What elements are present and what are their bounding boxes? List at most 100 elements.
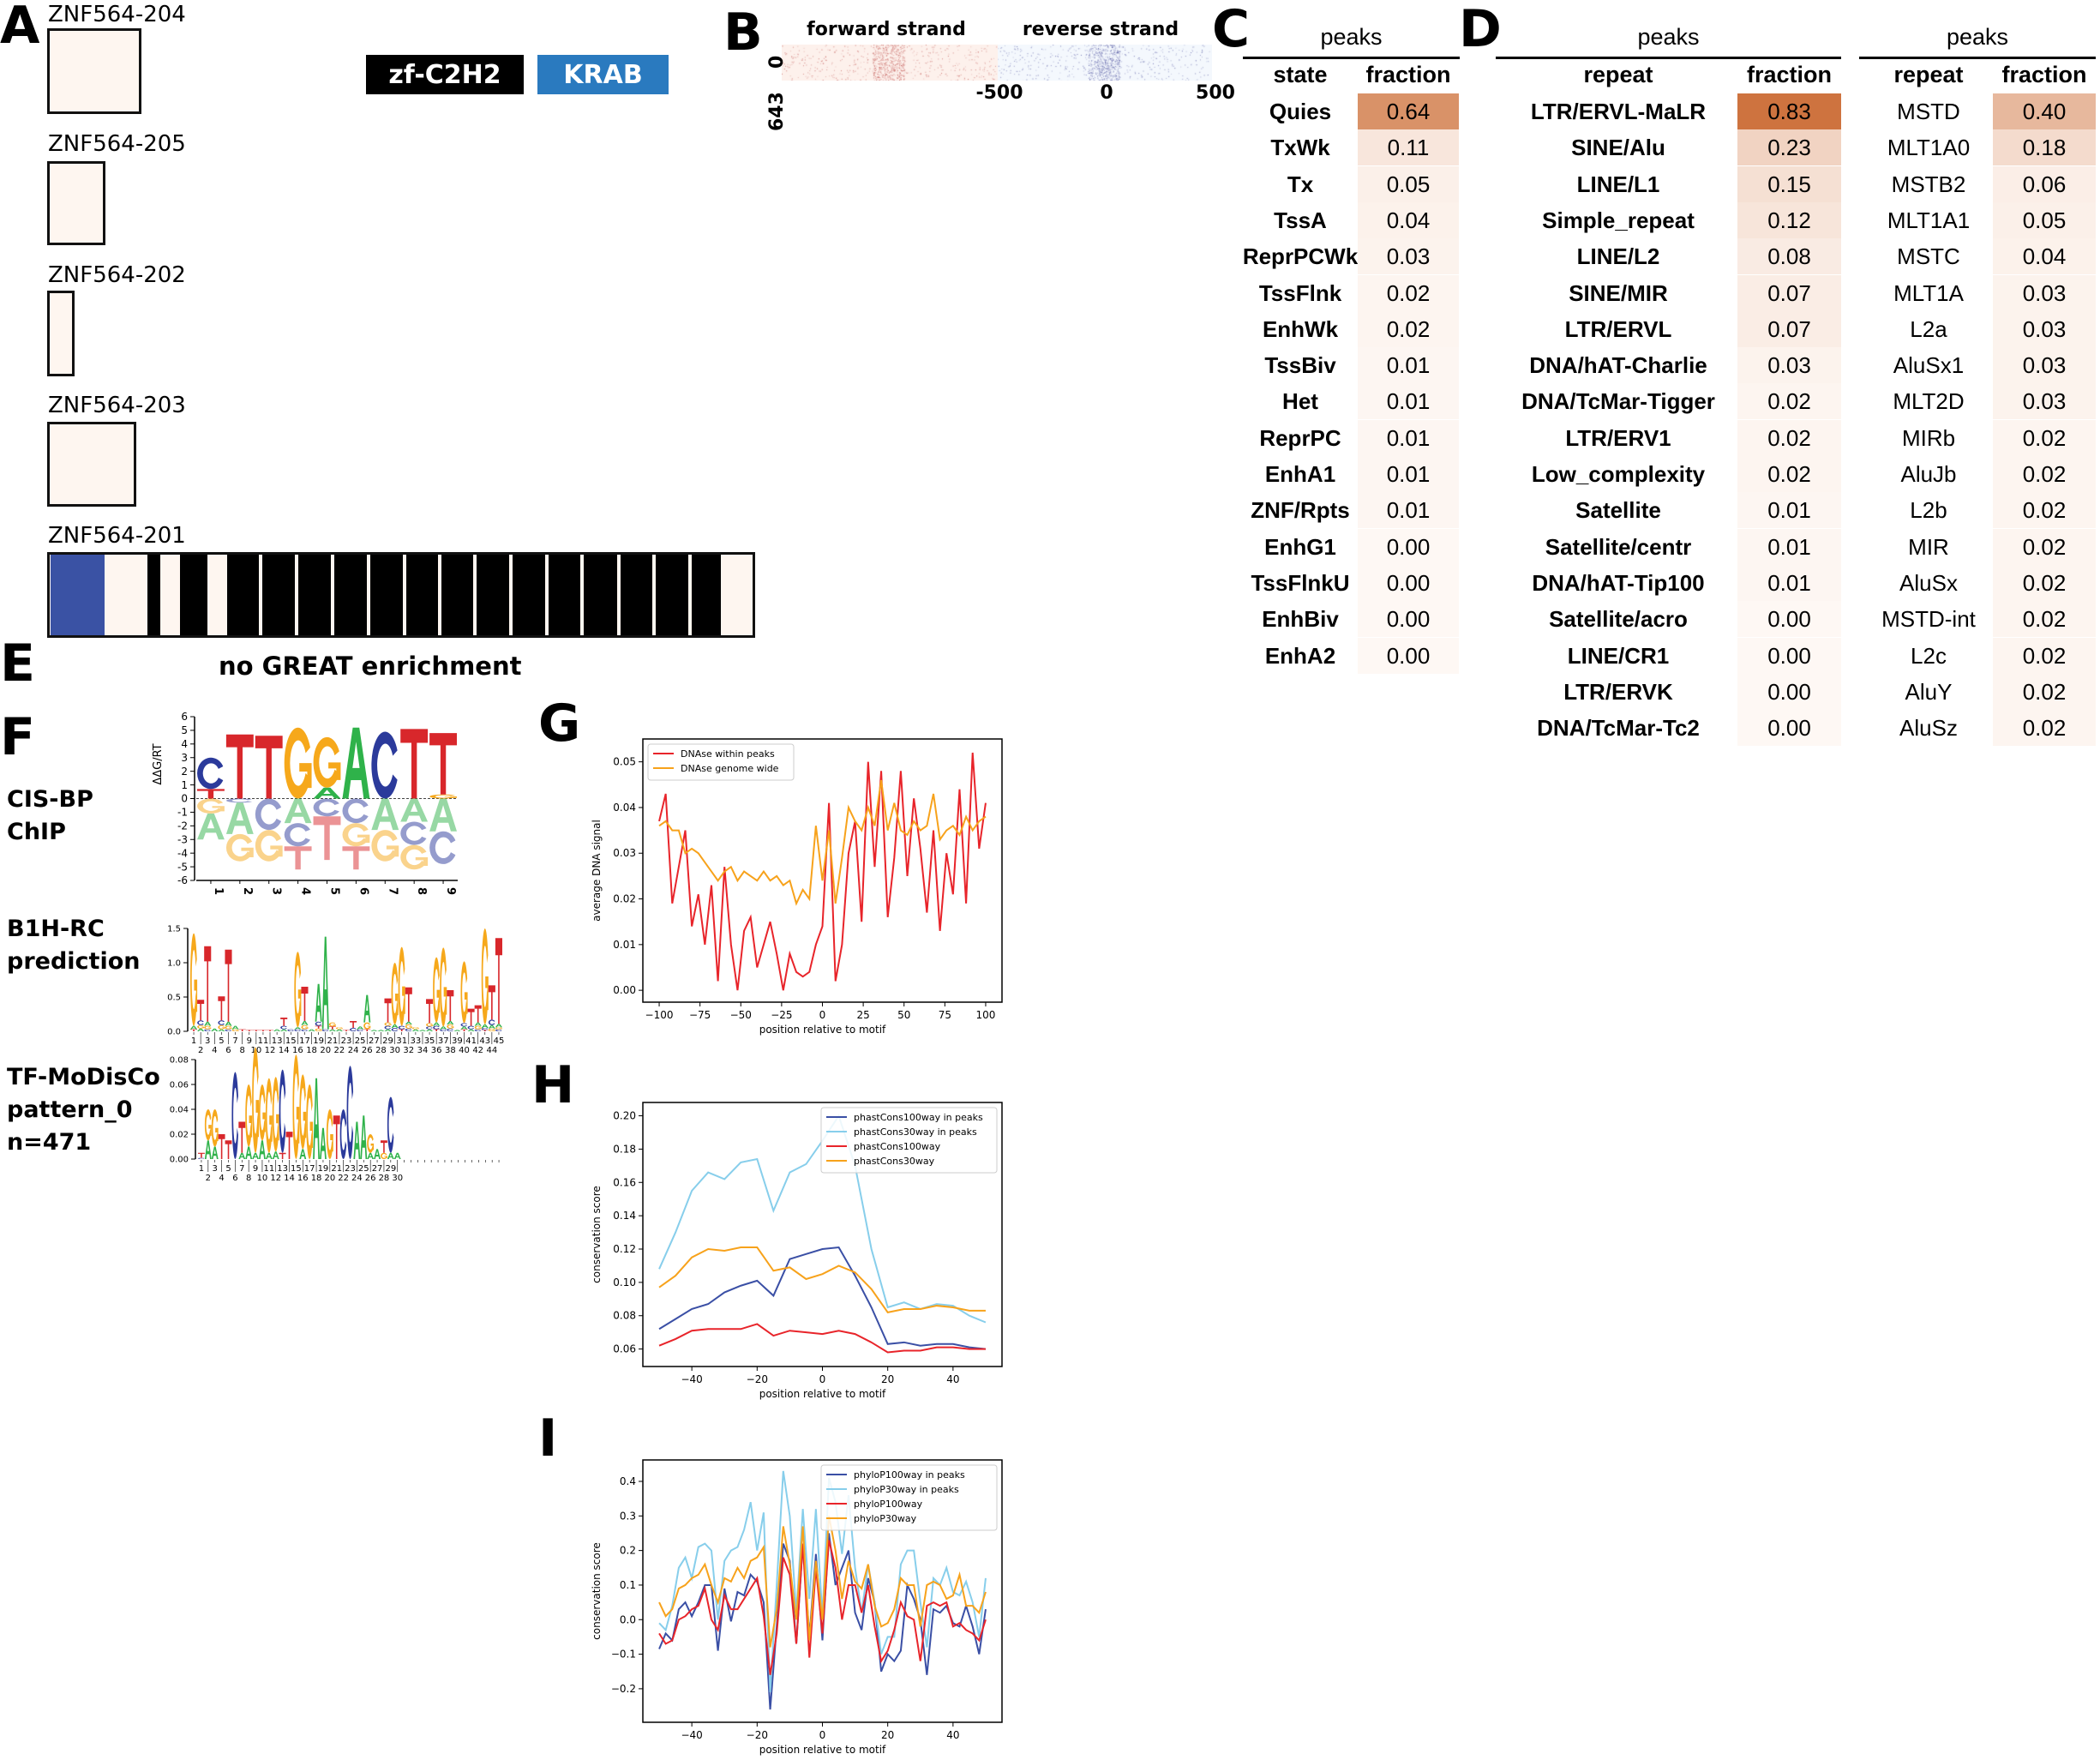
x-tick-label: 22	[338, 1174, 349, 1183]
table-group-header: peaks	[1320, 24, 1383, 50]
legend-entry: DNAse genome wide	[681, 763, 779, 774]
table-header-rule	[1243, 57, 1460, 59]
y-tick-label: -4	[177, 847, 188, 859]
x-tick-label: 12	[270, 1174, 281, 1183]
logo-letter-a	[418, 1030, 427, 1031]
logo-letter-t	[333, 1115, 340, 1159]
logo-letter-t	[238, 1029, 246, 1031]
logo-letter-t	[197, 789, 225, 799]
x-tick-label: 30	[389, 1046, 400, 1055]
logo-letter-a	[495, 1024, 502, 1028]
great-enrichment-note: no GREAT enrichment	[219, 652, 522, 681]
logo-letter-a	[335, 1029, 343, 1031]
series-line-phylop30way	[658, 1516, 987, 1648]
x-tick-label: −20	[747, 1729, 768, 1741]
logo-letter-c	[198, 1157, 205, 1159]
row-label: EnhG1	[1264, 533, 1336, 560]
zf-c2h2-domain	[334, 555, 367, 635]
logo-letter-a	[225, 802, 254, 834]
series-line-phylop100way	[658, 1540, 987, 1675]
logo-letter-c	[197, 1020, 204, 1025]
row-label: AluJb	[1900, 461, 1957, 487]
x-tick-label: 9	[253, 1164, 258, 1174]
logo-letter-a	[387, 1152, 394, 1159]
transcript-label: ZNF564-204	[48, 2, 186, 27]
x-tick-label: 29	[385, 1164, 396, 1174]
logo-letter-g	[328, 1022, 336, 1027]
fraction-cell: 0.06	[1993, 165, 2096, 202]
series-line-phastcons100way	[658, 1323, 986, 1354]
x-tick-label: 18	[311, 1174, 322, 1183]
y-tick-label: 0.06	[170, 1081, 189, 1090]
logo-letter-t	[398, 1029, 405, 1031]
zf-c2h2-domain	[656, 555, 688, 635]
row-label: MSTD	[1897, 99, 1960, 124]
logo-letter-c	[294, 1029, 302, 1031]
x-tick-label: 20	[881, 1373, 894, 1385]
fraction-cell: 0.00	[1358, 564, 1459, 601]
logo-letter-c	[301, 1029, 309, 1031]
logo-letter-a	[353, 1121, 361, 1159]
logo-letter-g	[197, 1024, 205, 1029]
logo-letter-g	[440, 947, 447, 1027]
transcript-label: ZNF564-203	[48, 393, 186, 418]
fraction-cell: 0.02	[1993, 673, 2096, 710]
zf-c2h2-domain	[692, 555, 721, 635]
series-line-phastcons100way-in-peaks	[658, 1246, 987, 1350]
x-tick-label: 24	[351, 1174, 363, 1183]
legend-entry: phyloP100way in peaks	[854, 1469, 965, 1481]
logo-letter-t	[280, 1018, 288, 1026]
panel-label-i: I	[538, 1409, 558, 1469]
table-group-header: peaks	[1637, 24, 1700, 50]
fraction-cell: 0.02	[1993, 564, 2096, 601]
logo-letter-c	[481, 1028, 489, 1030]
logo-letter-g	[252, 1047, 259, 1153]
logo-letter-a	[360, 1115, 368, 1159]
fraction-cell: 0.12	[1737, 201, 1841, 238]
y-tick-label: 0.02	[613, 893, 636, 905]
logo-letter-t	[255, 736, 283, 799]
heatmap-y-top-label: 0	[766, 55, 788, 69]
fraction-cell: 0.18	[1993, 129, 2096, 166]
x-tick-label: 40	[946, 1373, 959, 1385]
x-tick-label: 34	[417, 1046, 429, 1055]
row-label: TssFlnk	[1258, 279, 1342, 306]
logo-label-cisbp: CIS-BP ChIP	[7, 784, 93, 849]
krab-domain	[51, 555, 105, 635]
logo-letter-g	[204, 1025, 212, 1030]
x-tick-label: 24	[348, 1046, 359, 1055]
logo-letter-c	[429, 831, 456, 864]
row-label: Simple_repeat	[1542, 207, 1695, 233]
x-tick-label: 20	[324, 1174, 335, 1183]
x-tick-label: 33	[411, 1036, 422, 1046]
logo-letter-t	[313, 816, 341, 861]
zf-c2h2-domain	[147, 555, 160, 635]
logo-letter-c	[433, 1025, 440, 1030]
logo-letter-a	[294, 1027, 302, 1030]
logo-letter-a	[313, 787, 341, 799]
logo-letter-a	[488, 1024, 495, 1029]
y-tick-label: 1.0	[167, 959, 181, 969]
fraction-cell: 0.01	[1737, 492, 1841, 529]
panel-label-g: G	[538, 694, 581, 754]
logo-letter-c	[440, 1029, 447, 1031]
logo-letter-a	[265, 1152, 273, 1159]
row-label: L2b	[1910, 497, 1947, 524]
row-label: DNA/hAT-Charlie	[1529, 352, 1707, 379]
logo-letter-g	[335, 1027, 343, 1030]
table-header-rule	[1496, 57, 1841, 59]
logo-letter-a	[367, 1152, 375, 1159]
logo-letter-c	[460, 1023, 468, 1027]
row-label: AluY	[1905, 678, 1953, 705]
logo-letter-a	[370, 1030, 378, 1031]
label-line: ChIP	[7, 819, 66, 845]
x-tick-label: 8	[415, 887, 428, 895]
x-tick-label: 43	[479, 1036, 490, 1046]
logo-letter-c	[197, 757, 224, 790]
x-tick-label: −20	[747, 1373, 768, 1385]
x-tick-label: 44	[486, 1046, 497, 1055]
logo-letter-c	[467, 1025, 475, 1030]
x-tick-label: 7	[239, 1164, 244, 1174]
logo-letter-t	[495, 938, 502, 1024]
logo-letter-g	[381, 1152, 387, 1159]
